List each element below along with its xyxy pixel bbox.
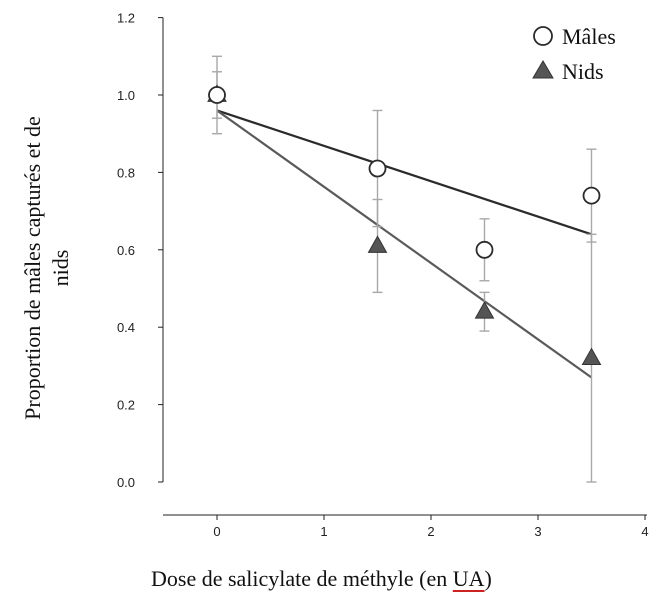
point-mâles-0 (208, 86, 226, 104)
fit-lines (216, 109, 593, 379)
fit-line-nids (216, 109, 593, 379)
y-axis-title-line-1: Proportion de mâles capturés et de (20, 116, 45, 420)
point-mâles-2 (475, 240, 494, 259)
x-tick-label-0: 0 (213, 524, 220, 539)
y-tick-label-0.6: 0.6 (117, 243, 135, 258)
legend-marker-nids (532, 60, 554, 79)
x-tick-label-4: 4 (641, 524, 648, 539)
legend-label-males: Mâles (562, 24, 616, 49)
point-mâles-1 (368, 159, 387, 178)
y-tick-label-0.4: 0.4 (117, 320, 135, 335)
y-tick-label-0.8: 0.8 (117, 165, 135, 180)
point-nids-2 (474, 301, 495, 319)
x-axis-title: Dose de salicylate de méthyle (en UA) (151, 566, 492, 591)
x-tick-label-2: 2 (427, 524, 434, 539)
y-tick-label-1.2: 1.2 (117, 11, 135, 26)
data-points (207, 84, 602, 366)
x-tick-label-1: 1 (320, 524, 327, 539)
legend: Mâles Nids (532, 24, 616, 84)
y-tick-label-0.2: 0.2 (117, 398, 135, 413)
point-nids-1 (367, 235, 388, 253)
y-tick-label-0.0: 0.0 (117, 475, 135, 490)
error-bars (212, 55, 597, 483)
y-tick-label-1.0: 1.0 (117, 88, 135, 103)
fit-line-mâles (216, 109, 592, 236)
x-tick-label-3: 3 (534, 524, 541, 539)
legend-marker-males (533, 26, 553, 46)
axes: 0 1 2 3 4 0.0 0.2 0.4 0.6 0.8 1.0 1.2 (117, 11, 649, 539)
point-nids-3 (581, 347, 602, 366)
y-axis-title-line-2: nids (48, 250, 73, 287)
point-mâles-3 (582, 186, 601, 205)
legend-label-nids: Nids (562, 59, 604, 84)
